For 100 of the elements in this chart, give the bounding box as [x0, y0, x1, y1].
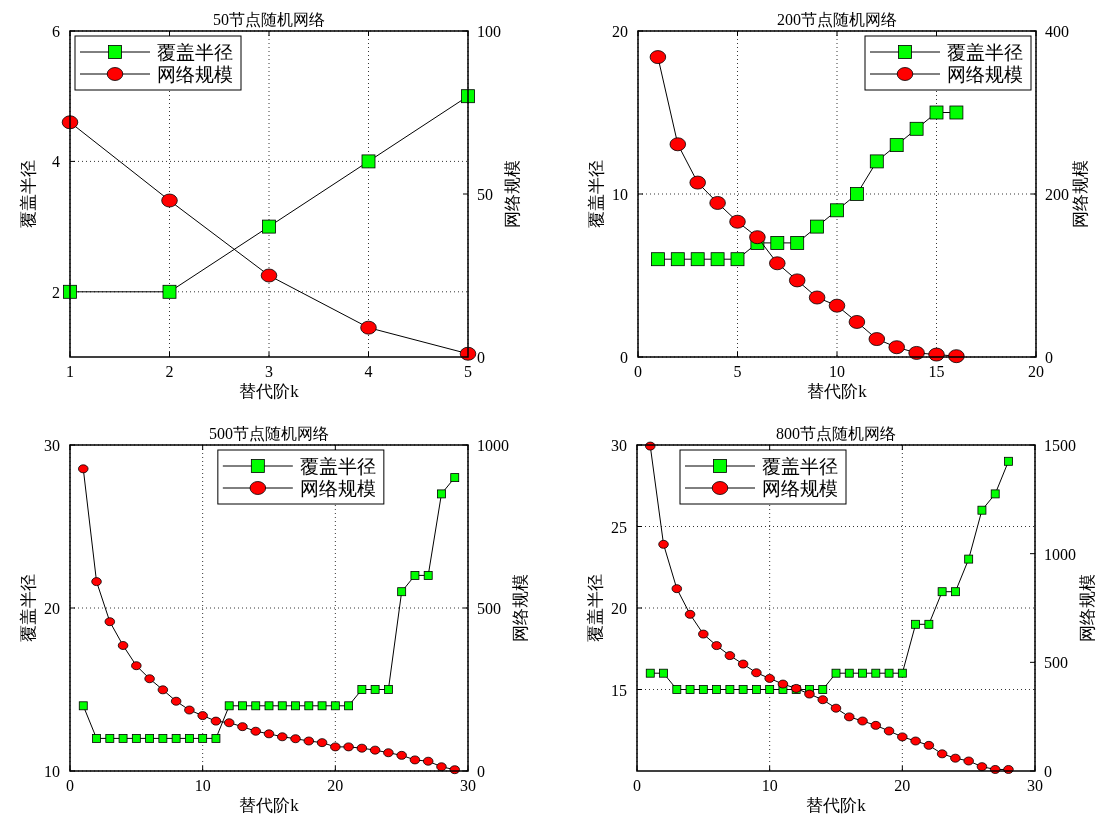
point [262, 219, 276, 234]
point [725, 685, 735, 694]
y2-tick-label: 1000 [1044, 545, 1076, 563]
point [161, 193, 178, 208]
point [250, 726, 261, 736]
point [830, 703, 842, 713]
point [264, 701, 274, 711]
point [78, 701, 88, 711]
point [790, 236, 805, 250]
point [810, 219, 824, 234]
point [789, 273, 806, 288]
point [63, 284, 77, 299]
point [709, 196, 726, 210]
y-tick-label: 20 [44, 600, 60, 617]
point [131, 661, 142, 671]
y-tick-label: 15 [611, 681, 627, 699]
point [712, 685, 721, 694]
y2-axis-title: 网络规模 [1078, 574, 1097, 642]
point [92, 734, 101, 743]
x-tick-label: 0 [634, 363, 642, 380]
point [184, 705, 195, 715]
y-axis-title: 覆盖半径 [19, 574, 38, 642]
point [651, 252, 665, 267]
point [977, 505, 987, 515]
point [118, 734, 128, 743]
point [897, 732, 908, 742]
point [929, 105, 944, 120]
y2-tick-label: 0 [1045, 349, 1053, 366]
point [144, 674, 155, 684]
point [1004, 456, 1013, 466]
point [303, 736, 314, 746]
point [423, 571, 433, 580]
x-tick-label: 30 [460, 777, 476, 794]
point [738, 685, 748, 694]
point [752, 685, 761, 694]
point [659, 668, 668, 678]
point [850, 187, 864, 201]
y2-axis-title: 网络规模 [1070, 160, 1090, 228]
x-axis-title: 替代阶k [807, 382, 868, 401]
point [131, 734, 141, 743]
y-tick-label: 25 [611, 518, 627, 536]
point [170, 696, 182, 706]
point [889, 138, 904, 152]
point [897, 668, 907, 678]
chart-title: 800节点随机网络 [776, 425, 896, 442]
x-tick-label: 5 [464, 363, 472, 380]
x-tick-label: 30 [1027, 777, 1043, 794]
point [410, 571, 420, 580]
point [210, 716, 222, 726]
point [78, 464, 89, 474]
point [672, 685, 682, 694]
point [857, 716, 868, 726]
point [670, 252, 685, 267]
point [770, 236, 785, 250]
point [671, 584, 682, 594]
x-tick-label: 20 [1028, 363, 1044, 380]
point [804, 689, 815, 699]
point [976, 762, 988, 772]
x-tick-label: 20 [894, 777, 911, 794]
legend-label: 网络规模 [947, 64, 1023, 85]
point [117, 641, 129, 650]
legend-label: 网络规模 [299, 478, 376, 499]
point [684, 609, 696, 619]
x-tick-label: 1 [66, 363, 74, 380]
chart-title: 500节点随机网络 [209, 425, 329, 442]
point [911, 619, 920, 629]
point [658, 539, 669, 549]
y-axis-title: 覆盖半径 [19, 160, 38, 228]
x-axis-title: 替代阶k [239, 796, 300, 815]
point [330, 701, 340, 711]
point [669, 137, 686, 152]
point [291, 701, 300, 711]
point [871, 668, 881, 678]
x-tick-label: 0 [66, 777, 74, 794]
x-tick-label: 10 [761, 777, 778, 794]
point [277, 732, 288, 742]
chart-title: 50节点随机网络 [213, 11, 325, 28]
x-tick-label: 15 [928, 363, 945, 380]
point [909, 121, 924, 136]
point [383, 748, 394, 758]
y2-tick-label: 400 [1045, 23, 1069, 40]
point [730, 252, 745, 267]
point [764, 674, 775, 683]
point [162, 284, 177, 299]
point [436, 762, 447, 772]
point [409, 755, 421, 765]
legend-label: 覆盖半径 [762, 456, 838, 477]
y2-tick-label: 500 [1044, 654, 1068, 672]
legend-label: 覆盖半径 [299, 456, 376, 477]
point [157, 685, 169, 695]
point [928, 347, 945, 362]
point [749, 230, 766, 245]
point [357, 685, 367, 694]
point [370, 685, 380, 694]
point [689, 175, 706, 190]
point [844, 712, 855, 722]
point [698, 685, 708, 694]
point [937, 587, 947, 597]
point [224, 718, 235, 728]
point [888, 340, 905, 355]
